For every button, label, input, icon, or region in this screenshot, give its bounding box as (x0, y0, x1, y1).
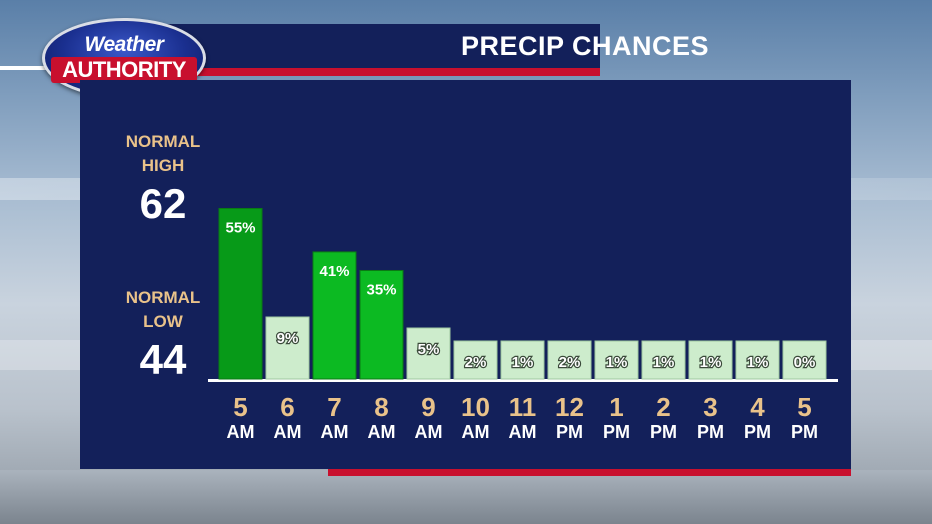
x-tick-ampm-11: PM (744, 422, 771, 442)
x-tick-ampm-3: AM (368, 422, 396, 442)
chart-title: PRECIP CHANCES (460, 31, 710, 61)
bar-value-label-8: 1% (606, 354, 628, 371)
normal-low-label-line1: NORMAL (125, 288, 201, 307)
bar-value-label-7: 2% (559, 354, 581, 371)
header-accent-line (0, 66, 60, 70)
x-tick-ampm-1: AM (274, 422, 302, 442)
x-tick-ampm-6: AM (509, 422, 537, 442)
x-tick-ampm-9: PM (650, 422, 677, 442)
normal-high-label-line1: NORMAL (125, 132, 201, 151)
bar-value-label-9: 1% (653, 354, 675, 371)
bar-value-label-3: 35% (366, 282, 396, 299)
x-tick-ampm-7: PM (556, 422, 583, 442)
normal-high-label: NORMAL HIGH (100, 130, 226, 178)
bar-value-label-6: 1% (512, 354, 534, 371)
x-tick-hour-8: 1 (609, 392, 623, 422)
bar-2 (312, 251, 357, 380)
x-tick-ampm-8: PM (603, 422, 630, 442)
bar-3 (359, 270, 404, 380)
x-tick-ampm-12: PM (791, 422, 818, 442)
logo-text-authority: AUTHORITY (51, 57, 197, 83)
bar-0 (218, 208, 263, 380)
bar-value-label-5: 2% (465, 354, 487, 371)
x-tick-hour-1: 6 (280, 392, 294, 422)
x-tick-ampm-10: PM (697, 422, 724, 442)
normal-low-label-line2: LOW (143, 312, 183, 331)
x-tick-hour-0: 5 (233, 392, 247, 422)
bar-1 (265, 316, 310, 380)
bar-10 (688, 340, 733, 380)
x-tick-hour-12: 5 (797, 392, 811, 422)
x-tick-hour-7: 12 (555, 392, 584, 422)
x-tick-hour-4: 9 (421, 392, 435, 422)
normal-low-value: 44 (139, 336, 187, 383)
bar-11 (735, 340, 780, 380)
x-tick-hour-3: 8 (374, 392, 388, 422)
logo-text-weather: Weather (84, 33, 164, 56)
x-tick-ampm-5: AM (462, 422, 490, 442)
bar-6 (500, 340, 545, 380)
bar-value-label-4: 5% (418, 341, 440, 358)
x-tick-hour-6: 11 (509, 392, 537, 422)
x-tick-hour-11: 4 (750, 392, 765, 422)
panel-red-accent (328, 469, 851, 476)
chart-baseline (208, 379, 838, 382)
bar-7 (547, 340, 592, 380)
chart-panel (80, 80, 851, 469)
bar-value-label-12: 0% (794, 354, 816, 371)
x-tick-ampm-0: AM (227, 422, 255, 442)
normal-low-label: NORMAL LOW (100, 286, 226, 334)
bar-value-label-10: 1% (700, 354, 722, 371)
normal-high-value: 62 (139, 180, 187, 227)
background-band (0, 470, 932, 524)
x-tick-ampm-2: AM (321, 422, 349, 442)
bar-8 (594, 340, 639, 380)
bar-12 (782, 340, 827, 380)
x-tick-hour-5: 10 (461, 392, 490, 422)
bar-5 (453, 340, 498, 380)
bar-value-label-0: 55% (225, 220, 255, 237)
x-tick-hour-9: 2 (656, 392, 670, 422)
x-tick-ampm-4: AM (415, 422, 443, 442)
bar-value-label-1: 9% (277, 330, 299, 347)
header-bar: PRECIP CHANCES (150, 24, 709, 76)
normal-high-label-line2: HIGH (141, 156, 185, 175)
bar-4 (406, 327, 451, 380)
x-tick-hour-2: 7 (327, 392, 341, 422)
bar-value-label-11: 1% (747, 354, 769, 371)
bar-value-label-2: 41% (319, 263, 349, 280)
x-tick-hour-10: 3 (703, 392, 717, 422)
bar-9 (641, 340, 686, 380)
